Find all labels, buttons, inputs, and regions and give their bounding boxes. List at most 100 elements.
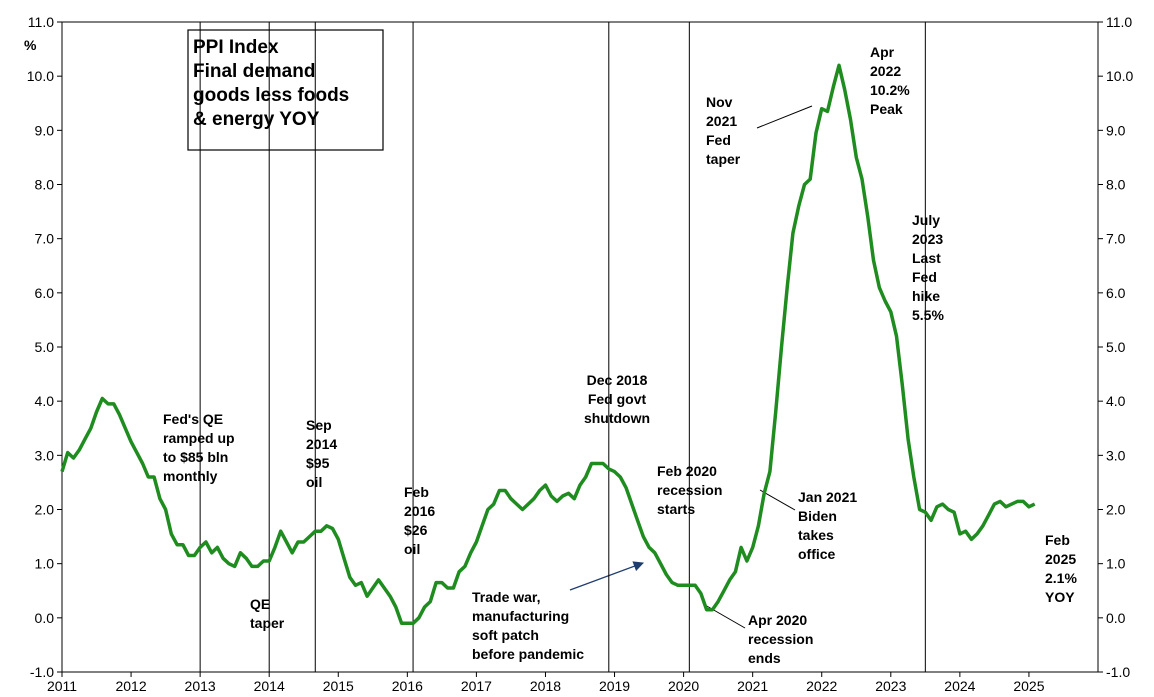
chart-title: Final demand	[193, 61, 315, 82]
annotation: Trade war,	[472, 589, 540, 605]
annotation: hike	[912, 288, 940, 304]
annotation: before pandemic	[472, 646, 584, 662]
x-tick-label: 2019	[599, 678, 630, 692]
annotation: YOY	[1045, 589, 1075, 605]
annotation: Feb	[404, 484, 429, 500]
chart-title: & energy YOY	[193, 109, 320, 130]
chart-title: goods less foods	[193, 85, 349, 106]
annotation: Fed	[706, 132, 731, 148]
x-tick-label: 2013	[185, 678, 216, 692]
annotation: recession	[657, 482, 722, 498]
y-tick-label: 2.0	[35, 502, 55, 518]
y-unit: %	[24, 37, 37, 53]
y-tick-label: 4.0	[35, 393, 55, 409]
title-box	[187, 29, 384, 151]
annotation: taper	[250, 615, 285, 631]
leader-line	[756, 105, 813, 129]
annotation: Dec 2018	[587, 372, 648, 388]
annotation: 2021	[706, 113, 737, 129]
y2-tick-label: 6.0	[1106, 285, 1126, 301]
annotation: manufacturing	[472, 608, 569, 624]
annotation: Fed govt	[588, 391, 647, 407]
annotation: oil	[306, 474, 322, 490]
y-tick-label: 6.0	[35, 285, 55, 301]
x-tick-label: 2023	[875, 678, 906, 692]
annotation: Last	[912, 250, 941, 266]
annotation: office	[798, 546, 836, 562]
annotation: starts	[657, 501, 695, 517]
annotation: Apr 2020	[748, 612, 807, 628]
annotation: to $85 bln	[163, 449, 228, 465]
y-tick-label: 9.0	[35, 122, 55, 138]
x-tick-label: 2022	[806, 678, 837, 692]
x-tick-label: 2011	[47, 678, 77, 692]
annotation: 2025	[1045, 551, 1076, 567]
annotation: Sep	[306, 417, 332, 433]
annotation: July	[912, 212, 940, 228]
annotation: ends	[748, 650, 781, 666]
y2-tick-label: 2.0	[1106, 502, 1126, 518]
annotation: shutdown	[584, 410, 650, 426]
x-tick-label: 2012	[115, 678, 146, 692]
y-tick-label: 3.0	[35, 447, 55, 463]
x-tick-label: 2024	[944, 678, 975, 692]
y2-tick-label: 3.0	[1106, 447, 1126, 463]
y2-tick-label: 0.0	[1106, 610, 1126, 626]
y-tick-label: 1.0	[35, 556, 55, 572]
y-tick-label: 8.0	[35, 177, 55, 193]
annotation: Feb 2020	[657, 463, 717, 479]
annotation: takes	[798, 527, 834, 543]
annotation: 2014	[306, 436, 337, 452]
y2-tick-label: 10.0	[1106, 68, 1133, 84]
annotation: Nov	[706, 94, 733, 110]
annotation: 2023	[912, 231, 943, 247]
y-tick-label: 11.0	[28, 14, 54, 30]
x-tick-label: 2018	[530, 678, 561, 692]
annotation: 2.1%	[1045, 570, 1077, 586]
x-tick-label: 2014	[254, 678, 285, 692]
y-tick-label: 7.0	[35, 231, 55, 247]
y2-tick-label: 7.0	[1106, 231, 1126, 247]
y-tick-label: 5.0	[35, 339, 55, 355]
annotation: taper	[706, 151, 741, 167]
x-tick-label: 2015	[323, 678, 354, 692]
x-tick-label: 2016	[392, 678, 423, 692]
y2-tick-label: 11.0	[1106, 14, 1132, 30]
data-line	[60, 63, 1036, 626]
chart-title: PPI Index	[193, 37, 279, 58]
annotation: soft patch	[472, 627, 539, 643]
y-tick-label: 0.0	[35, 610, 55, 626]
annotation: Fed	[912, 269, 937, 285]
annotation: recession	[748, 631, 813, 647]
x-tick-label: 2020	[668, 678, 699, 692]
annotation: 5.5%	[912, 307, 944, 323]
y2-tick-label: 5.0	[1106, 339, 1126, 355]
annotation: ramped up	[163, 430, 235, 446]
y2-tick-label: 9.0	[1106, 122, 1126, 138]
y2-tick-label: 4.0	[1106, 393, 1126, 409]
annotation: Apr	[870, 44, 895, 60]
annotation: 10.2%	[870, 82, 910, 98]
y2-tick-label: 8.0	[1106, 177, 1126, 193]
annotation: monthly	[163, 468, 218, 484]
annotation: Fed's QE	[163, 411, 223, 427]
arrow	[569, 561, 644, 591]
x-tick-label: 2017	[461, 678, 492, 692]
y2-tick-label: -1.0	[1106, 664, 1130, 680]
annotation: Jan 2021	[798, 489, 857, 505]
x-tick-label: 2021	[737, 678, 768, 692]
y-tick-label: 10.0	[27, 68, 54, 84]
annotation: Peak	[870, 101, 903, 117]
annotation: $95	[306, 455, 330, 471]
y-tick-label: -1.0	[30, 664, 54, 680]
annotation: QE	[250, 596, 270, 612]
annotation: Feb	[1045, 532, 1070, 548]
y2-tick-label: 1.0	[1106, 556, 1126, 572]
annotation: 2022	[870, 63, 901, 79]
annotation: 2016	[404, 503, 435, 519]
annotation: $26	[404, 522, 428, 538]
annotation: oil	[404, 541, 420, 557]
x-tick-label: 2025	[1013, 678, 1044, 692]
annotation: Biden	[798, 508, 837, 524]
